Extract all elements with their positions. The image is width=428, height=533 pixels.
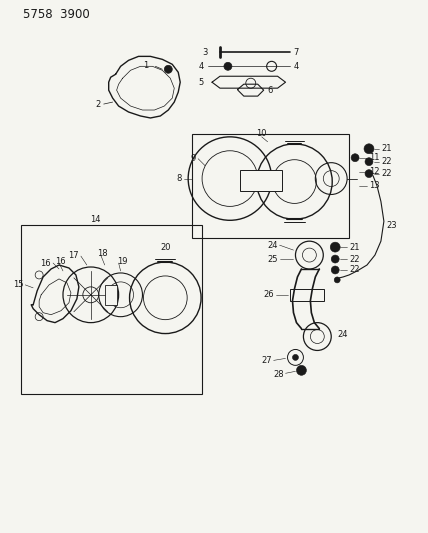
Bar	[105, 285, 117, 305]
Text: 13: 13	[369, 181, 380, 190]
Bar	[21, 225, 202, 394]
Circle shape	[164, 66, 172, 73]
Text: 20: 20	[160, 243, 171, 252]
Circle shape	[330, 242, 340, 252]
Text: 28: 28	[273, 370, 283, 379]
Text: 25: 25	[267, 255, 278, 263]
Text: 1: 1	[143, 61, 149, 70]
Text: 3: 3	[203, 48, 208, 57]
Circle shape	[292, 354, 298, 360]
Text: 15: 15	[13, 280, 23, 289]
Text: 24: 24	[337, 330, 348, 339]
Text: 21: 21	[349, 243, 360, 252]
Text: 14: 14	[91, 215, 101, 224]
Circle shape	[351, 154, 359, 161]
Text: 24: 24	[267, 240, 278, 249]
Text: 11: 11	[369, 153, 380, 162]
Text: 22: 22	[349, 265, 360, 274]
Text: 22: 22	[381, 157, 392, 166]
Text: 5: 5	[199, 78, 204, 87]
Text: 22: 22	[349, 255, 360, 263]
Text: 23: 23	[387, 221, 398, 230]
Circle shape	[297, 365, 306, 375]
Text: 10: 10	[256, 130, 267, 139]
Circle shape	[365, 158, 373, 166]
Text: 4: 4	[294, 62, 299, 71]
Bar	[192, 134, 349, 238]
Circle shape	[364, 144, 374, 154]
Circle shape	[331, 255, 339, 263]
Text: 16: 16	[40, 259, 51, 268]
Circle shape	[334, 277, 340, 283]
Text: 26: 26	[263, 290, 273, 300]
Text: 22: 22	[381, 169, 392, 178]
Text: 21: 21	[381, 144, 392, 154]
Circle shape	[331, 266, 339, 274]
Circle shape	[365, 169, 373, 177]
Text: 16: 16	[55, 256, 65, 265]
Bar	[240, 169, 282, 191]
Circle shape	[224, 62, 232, 70]
Text: 19: 19	[117, 256, 127, 265]
Text: 4: 4	[199, 62, 204, 71]
Text: 5758  3900: 5758 3900	[23, 8, 90, 21]
Text: 9: 9	[191, 154, 196, 163]
Text: 17: 17	[68, 251, 79, 260]
Text: 8: 8	[177, 174, 182, 183]
Text: 12: 12	[369, 167, 380, 176]
Text: 2: 2	[95, 100, 101, 109]
Bar	[289, 289, 324, 301]
Text: 6: 6	[268, 86, 273, 95]
Text: 7: 7	[294, 48, 299, 57]
Text: 18: 18	[97, 248, 107, 257]
Text: 27: 27	[261, 356, 272, 365]
